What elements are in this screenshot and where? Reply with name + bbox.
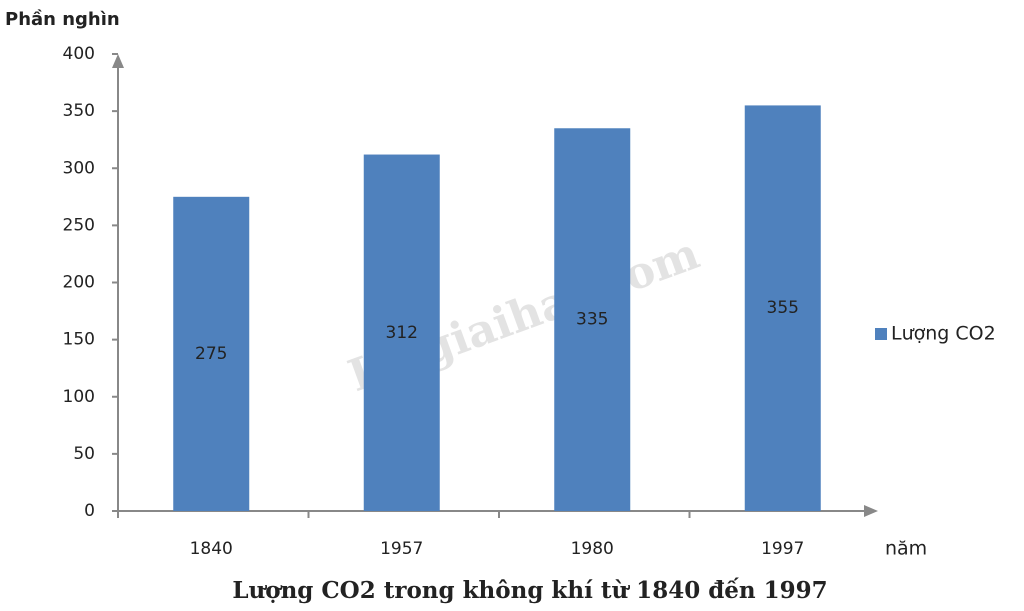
x-tick-label: 1980	[571, 539, 614, 559]
bar	[363, 154, 440, 512]
y-axis-label: Phần nghìn	[5, 9, 120, 30]
x-axis-arrow	[864, 505, 878, 517]
x-tick-label: 1997	[761, 539, 804, 559]
chart-title: Lượng CO2 trong không khí từ 1840 đến 19…	[232, 577, 827, 604]
y-axis-arrow	[112, 54, 124, 68]
y-tick-label: 100	[63, 387, 95, 407]
bar	[173, 196, 250, 511]
y-tick-label: 350	[63, 101, 95, 121]
legend-label: Lượng CO2	[891, 323, 996, 345]
legend-swatch	[875, 328, 887, 340]
y-tick-label: 50	[73, 444, 95, 464]
y-tick-label: 400	[63, 44, 95, 64]
x-tick-label: 1957	[380, 539, 423, 559]
bar	[744, 105, 821, 511]
data-label: 335	[576, 310, 608, 330]
y-tick-label: 0	[84, 501, 95, 521]
y-tick-label: 300	[63, 158, 95, 178]
y-tick-label: 200	[63, 273, 95, 293]
data-label: 312	[386, 323, 418, 343]
data-label: 355	[767, 298, 799, 318]
data-label: 275	[195, 344, 227, 364]
bar	[554, 128, 631, 511]
x-axis-label: năm	[885, 538, 927, 560]
y-tick-label: 250	[63, 215, 95, 235]
x-tick-label: 1840	[190, 539, 233, 559]
y-tick-label: 150	[63, 330, 95, 350]
